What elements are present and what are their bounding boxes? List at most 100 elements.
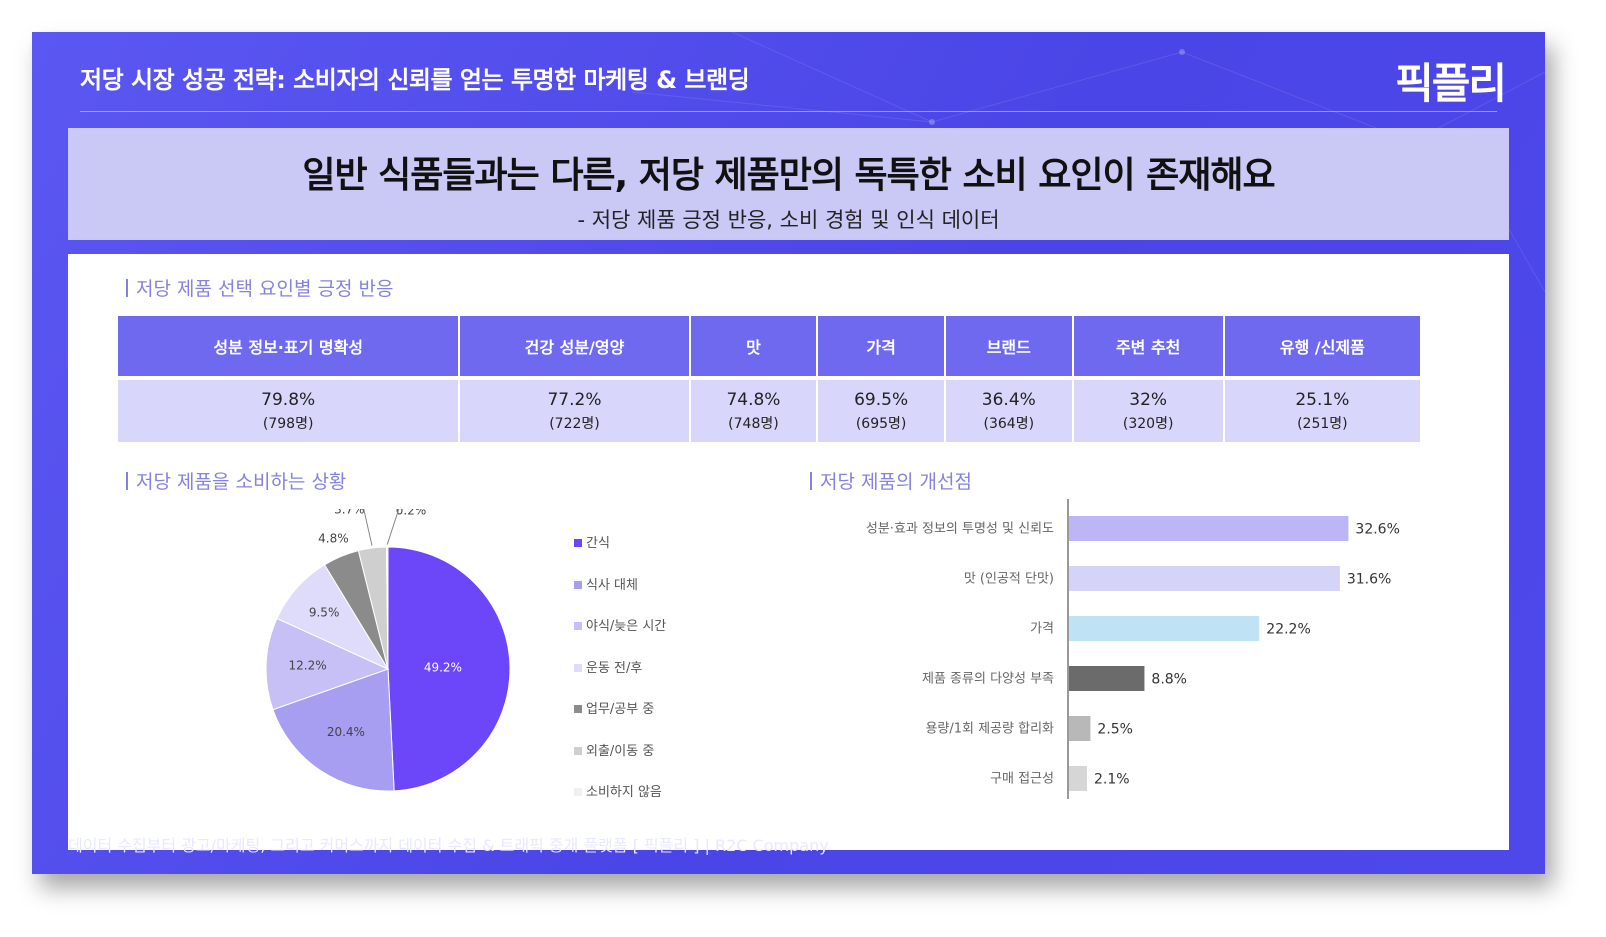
pie-slice-label: 9.5%	[309, 605, 340, 619]
factor-count: (320명)	[1122, 415, 1174, 432]
pie-slice	[272, 668, 395, 792]
footer-text: 데이터 수집부터 광고/마케팅, 그리고 커머스까지 데이터 수집 & 트래픽 …	[68, 836, 829, 855]
factor-value-cell: 74.8% (748명)	[690, 376, 817, 442]
section-title-text: 저당 제품의 개선점	[820, 471, 972, 493]
bar	[1069, 566, 1340, 591]
bar-category-label: 맛 (인공적 단맛)	[964, 572, 1054, 587]
legend-label: 운동 전/후	[586, 660, 643, 676]
factor-percentage: 36.4%	[981, 389, 1036, 410]
brand-logo: 픽플리	[1395, 59, 1507, 108]
factor-percentage: 25.1%	[1295, 389, 1350, 410]
factor-count: (798명)	[262, 415, 314, 432]
factor-value-cell: 79.8% (798명)	[118, 376, 459, 442]
pie-slice-label: 12.2%	[288, 658, 326, 672]
legend-item: 외출/이동 중	[574, 740, 666, 782]
pie-slice	[385, 546, 389, 670]
bar-value-label: 32.6%	[1355, 522, 1399, 538]
section-marker	[126, 472, 128, 490]
pie-slice-label: 4.8%	[318, 531, 349, 545]
section-title-situations: 저당 제품을 소비하는 상황	[126, 467, 346, 494]
bar-value-label: 2.5%	[1097, 722, 1133, 738]
section-title-text: 저당 제품 선택 요인별 긍정 반응	[136, 278, 394, 300]
bar-category-label: 용량/1회 제공량 합리화	[925, 722, 1054, 737]
pie-slice-label: 49.2%	[424, 661, 462, 675]
headline-banner: 일반 식품들과는 다른, 저당 제품만의 독특한 소비 요인이 존재해요 - 저…	[68, 128, 1509, 240]
factor-percentage: 79.8%	[261, 389, 316, 410]
legend-item: 식사 대체	[574, 574, 666, 616]
headline-subtitle: - 저당 제품 긍정 반응, 소비 경험 및 인식 데이터	[577, 208, 1000, 232]
slide-title: 저당 시장 성공 전략: 소비자의 신뢰를 얻는 투명한 마케팅 & 브랜딩	[80, 66, 750, 94]
bar-chart: 성분·효과 정보의 투명성 및 신뢰도 32.6% 맛 (인공적 단맛) 31.6% 가…	[866, 499, 1400, 799]
pie-chart: 49.2% 20.4% 12.2% 9.5% 4.8% 3.7% 0.2%	[265, 509, 511, 792]
factor-header-cell: 유행 /신제품	[1224, 316, 1420, 376]
legend-swatch	[574, 622, 582, 630]
factor-header-cell: 브랜드	[945, 316, 1072, 376]
bar	[1069, 516, 1349, 541]
factor-header-row: 성분 정보·표기 명확성 건강 성분/영양 맛 가격 브랜드 주변 추천 유행 /신제품	[118, 316, 1420, 376]
factor-count: (722명)	[549, 415, 600, 432]
title-divider	[80, 111, 1497, 112]
bar	[1069, 666, 1145, 691]
factor-count: (695명)	[855, 415, 907, 432]
bar-category-label: 구매 접근성	[990, 772, 1054, 787]
bar-value-label: 22.2%	[1266, 622, 1310, 638]
legend-label: 야식/늦은 시간	[586, 619, 667, 634]
bar-category-label: 성분·효과 정보의 투명성 및 신뢰도	[866, 522, 1054, 537]
factor-value-cell: 36.4% (364명)	[945, 376, 1072, 442]
section-marker	[810, 472, 812, 490]
factor-header-cell: 성분 정보·표기 명확성	[118, 316, 459, 376]
pie-slice-label: 3.7%	[334, 509, 365, 516]
section-title-improvements: 저당 제품의 개선점	[810, 467, 972, 494]
factor-value-cell: 77.2% (722명)	[460, 376, 689, 442]
section-marker	[126, 279, 128, 297]
bar-value-label: 8.8%	[1151, 672, 1187, 688]
legend-item: 소비하지 않음	[574, 781, 666, 823]
section-title-factors: 저당 제품 선택 요인별 긍정 반응	[126, 274, 393, 301]
legend-label: 간식	[586, 536, 610, 551]
factor-count: (251명)	[1297, 415, 1348, 432]
bar	[1069, 716, 1091, 741]
factor-percentage: 77.2%	[547, 389, 602, 410]
factor-header-cell: 주변 추천	[1073, 316, 1223, 376]
legend-item: 간식	[574, 532, 666, 574]
pie-slice	[387, 546, 511, 792]
section-title-text: 저당 제품을 소비하는 상황	[136, 471, 347, 493]
bar-value-label: 31.6%	[1347, 572, 1391, 588]
factor-percentage: 69.5%	[854, 389, 909, 410]
pie-leader-line	[363, 509, 373, 546]
factor-count: (364명)	[983, 415, 1035, 432]
bar-category-label: 가격	[1030, 622, 1054, 637]
factor-header-cell: 건강 성분/영양	[460, 316, 689, 376]
pie-slice	[265, 617, 390, 711]
factor-percentage: 32%	[1129, 389, 1168, 410]
legend-swatch	[574, 705, 582, 713]
legend-item: 운동 전/후	[574, 657, 666, 699]
pie-slice-label: 0.2%	[396, 509, 427, 517]
legend-swatch	[574, 539, 582, 547]
factor-header-cell: 맛	[690, 316, 817, 376]
legend-swatch	[574, 663, 582, 672]
headline-title: 일반 식품들과는 다른, 저당 제품만의 독특한 소비 요인이 존재해요	[302, 155, 1275, 196]
legend-label: 업무/공부 중	[586, 702, 655, 717]
legend-swatch	[574, 580, 582, 589]
bar	[1069, 766, 1087, 791]
factor-count: (748명)	[728, 415, 779, 432]
bar-category-label: 제품 종류의 다양성 부족	[922, 672, 1054, 687]
legend-item: 야식/늦은 시간	[574, 615, 666, 657]
bar-value-label: 2.1%	[1094, 772, 1130, 788]
legend-item: 업무/공부 중	[574, 698, 666, 740]
slide: 저당 시장 성공 전략: 소비자의 신뢰를 얻는 투명한 마케팅 & 브랜딩 픽…	[32, 32, 1545, 874]
legend-label: 외출/이동 중	[586, 743, 655, 759]
factor-percentage: 74.8%	[726, 389, 781, 410]
factor-value-row: 79.8% (798명) 77.2% (722명) 74.8% (748명) 69.5% (6…	[118, 376, 1420, 442]
pie-leader-line	[386, 509, 400, 545]
factor-value-cell: 32% (320명)	[1073, 376, 1223, 442]
legend-swatch	[574, 746, 582, 755]
legend-label: 소비하지 않음	[586, 785, 662, 800]
factor-header-cell: 가격	[818, 316, 944, 376]
pie-slice-label: 20.4%	[327, 725, 365, 739]
content-panel: 저당 제품 선택 요인별 긍정 반응 성분 정보·표기 명확성 건강 성분/영양 맛…	[68, 254, 1509, 850]
factor-table: 성분 정보·표기 명확성 건강 성분/영양 맛 가격 브랜드 주변 추천 유행 /신제품 7…	[116, 316, 1422, 442]
factor-value-cell: 69.5% (695명)	[818, 376, 944, 442]
